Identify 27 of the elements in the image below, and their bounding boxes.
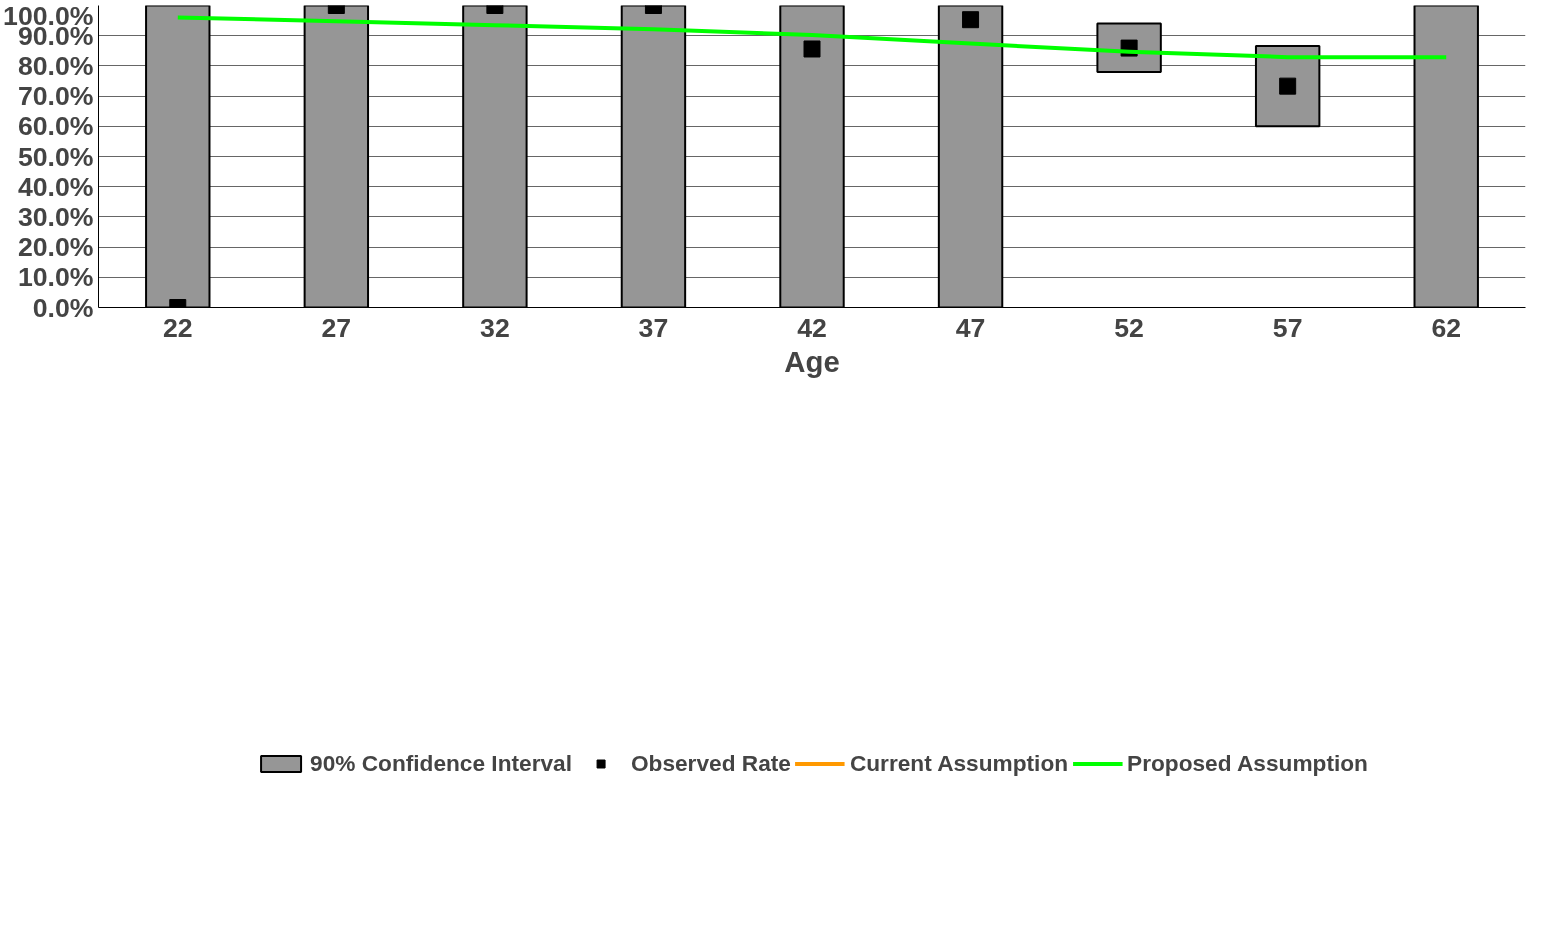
legend-label: Observed Rate <box>630 749 791 777</box>
y-tick-label: 40.0% <box>17 171 94 202</box>
y-tick-label: 80.0% <box>17 50 94 81</box>
x-tick-label: 37 <box>638 312 669 343</box>
point <box>803 40 821 58</box>
x-axis-title: Age <box>784 344 840 378</box>
legend-label: 90% Confidence Interval <box>310 749 572 777</box>
point <box>1279 77 1297 95</box>
x-tick-label: 57 <box>1272 312 1303 343</box>
y-tick-label: 50.0% <box>17 141 94 172</box>
y-tick-label: 0.0% <box>32 292 94 323</box>
y-tick-label: 60.0% <box>17 111 94 142</box>
y-tick-label: 30.0% <box>17 201 94 232</box>
point <box>962 11 980 29</box>
x-tick-label: 47 <box>955 312 986 343</box>
line-series <box>175 15 1449 60</box>
x-tick-label: 27 <box>321 312 352 343</box>
x-tick-label: 22 <box>162 312 193 343</box>
y-tick-label: 10.0% <box>17 262 94 293</box>
x-tick-label: 52 <box>1114 312 1144 343</box>
x-tick-label: 32 <box>480 312 510 343</box>
legend-label: Proposed Assumption <box>1127 749 1368 777</box>
x-tick-label: 42 <box>797 312 827 343</box>
y-tick-label: 70.0% <box>17 81 94 112</box>
y-tick-label: 20.0% <box>17 232 94 263</box>
x-tick-label: 62 <box>1431 312 1462 343</box>
legend-label: Current Assumption <box>849 749 1069 777</box>
